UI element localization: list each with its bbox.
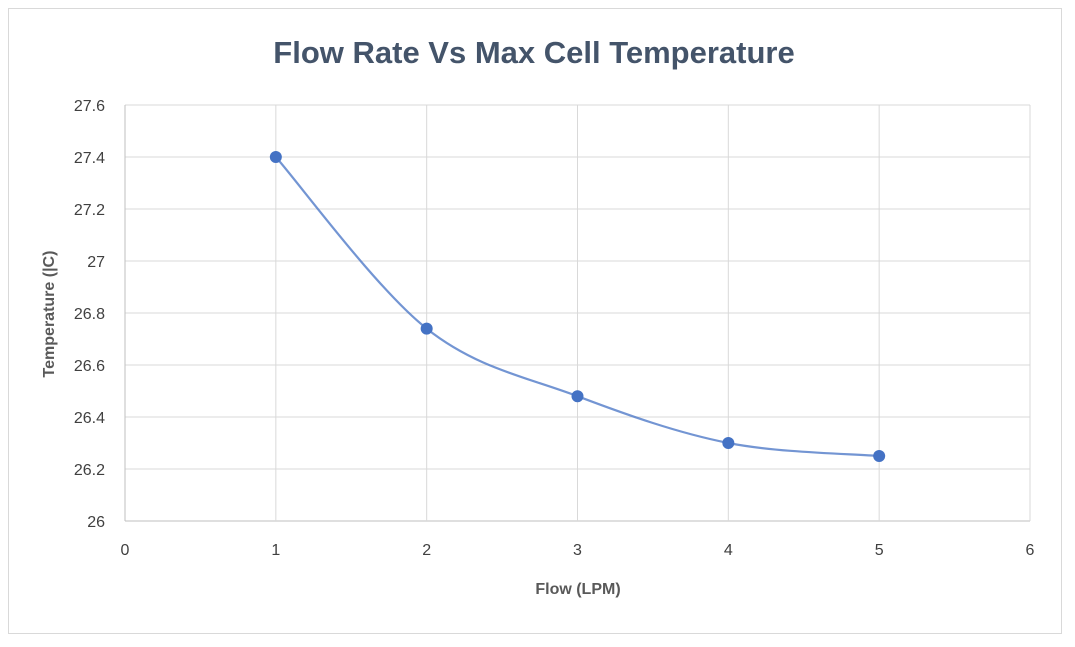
data-point: [571, 390, 584, 403]
data-point: [722, 437, 735, 449]
data-points: [269, 151, 886, 462]
chart-frame: [8, 8, 1062, 634]
y-tick-labels: 26 26.2 26.4 26.6 26.8 27 27.2 27.4 27.6: [74, 98, 105, 531]
y-tick-label: 27.2: [74, 202, 105, 219]
x-tick-label: 0: [121, 542, 130, 559]
y-tick-label: 26.8: [74, 306, 105, 323]
x-tick-label: 6: [1026, 542, 1035, 559]
y-tick-label: 26: [87, 514, 105, 531]
x-tick-label: 1: [271, 542, 280, 559]
data-point: [269, 151, 282, 163]
x-tick-label: 2: [422, 542, 431, 559]
x-tick-label: 3: [573, 542, 582, 559]
y-tick-label: 27.4: [74, 150, 105, 167]
x-tick-labels: 0 1 2 3 4 5 6: [121, 542, 1035, 559]
x-tick-label: 5: [875, 542, 884, 559]
y-axis-title: Temperature (|C): [41, 251, 58, 378]
y-tick-label: 27: [87, 254, 105, 271]
series-line: [275, 156, 880, 458]
x-axis-title: Flow (LPM): [535, 581, 620, 598]
chart-title: Flow Rate Vs Max Cell Temperature: [273, 35, 794, 70]
data-point: [420, 322, 433, 335]
data-point: [873, 450, 886, 462]
x-gridlines: [124, 105, 1031, 521]
y-tick-label: 27.6: [74, 98, 105, 115]
y-tick-label: 26.4: [74, 410, 105, 427]
x-tick-label: 4: [724, 542, 733, 559]
y-tick-label: 26.6: [74, 358, 105, 375]
y-tick-label: 26.2: [74, 462, 105, 479]
